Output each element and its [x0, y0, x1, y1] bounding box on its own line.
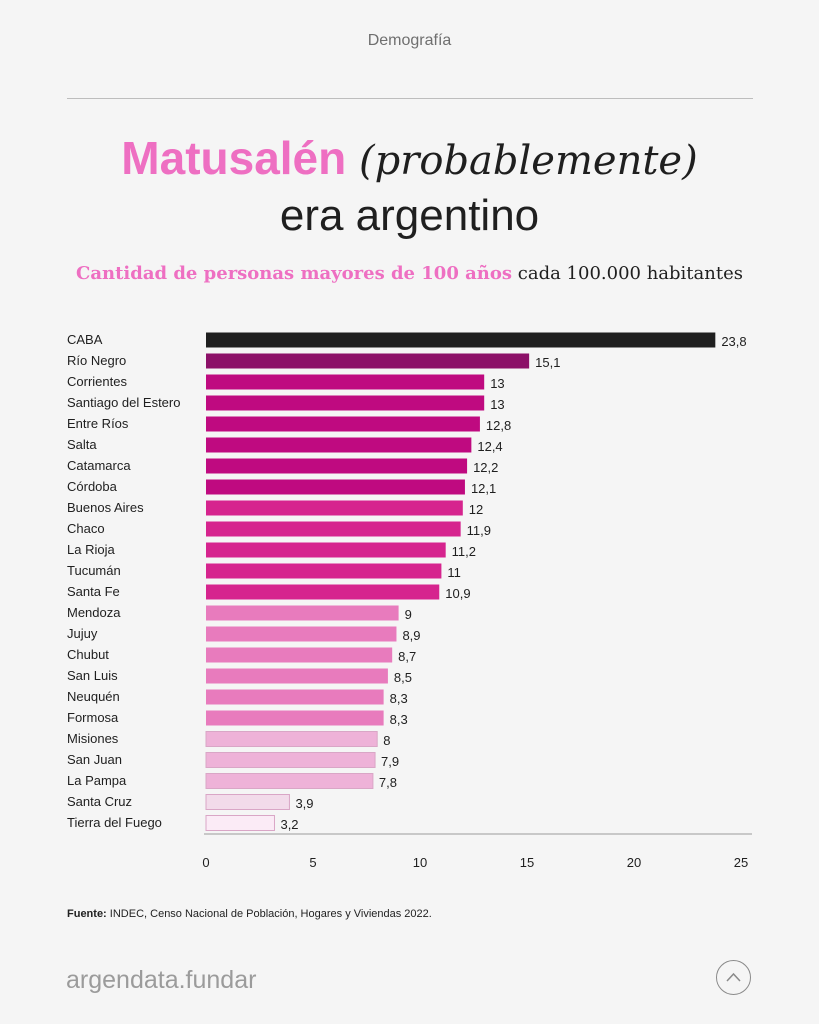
value-label: 8,7: [398, 649, 416, 664]
value-label: 13: [490, 397, 504, 412]
value-label: 3,2: [280, 817, 298, 832]
chart-title: Matusalén (probablemente): [0, 130, 819, 189]
bar: [206, 521, 461, 537]
value-label: 12,4: [477, 439, 502, 454]
category-label: Córdoba: [67, 479, 118, 494]
category-label: San Juan: [67, 752, 122, 767]
value-label: 9: [405, 607, 412, 622]
value-label: 8,5: [394, 670, 412, 685]
x-tick-label: 0: [202, 855, 209, 870]
bar: [205, 731, 378, 747]
bar: [206, 542, 446, 558]
category-label: Neuquén: [67, 689, 120, 704]
bar: [206, 437, 472, 453]
value-label: 12,8: [486, 418, 511, 433]
bar: [206, 689, 384, 705]
value-label: 8: [383, 733, 390, 748]
section-label: Demografía: [367, 32, 452, 49]
value-label: 3,9: [295, 796, 313, 811]
bar: [205, 815, 275, 831]
category-label: Salta: [67, 437, 97, 452]
title-italic: (probablemente): [359, 138, 698, 184]
source-note: Fuente: INDEC, Censo Nacional de Poblaci…: [67, 908, 432, 920]
value-label: 12,2: [473, 460, 498, 475]
bar: [206, 500, 463, 516]
value-label: 8,3: [390, 712, 408, 727]
x-tick-label: 5: [309, 855, 316, 870]
chevron-up-icon: [726, 972, 741, 982]
value-label: 12,1: [471, 481, 496, 496]
bar: [206, 353, 530, 369]
source-text: INDEC, Censo Nacional de Población, Hoga…: [106, 908, 432, 920]
category-label: Catamarca: [67, 458, 131, 473]
value-label: 13: [490, 376, 504, 391]
chart-subtitle: Cantidad de personas mayores de 100 años…: [0, 263, 819, 284]
bar: [205, 794, 290, 810]
bar: [206, 563, 442, 579]
bar: [206, 416, 480, 432]
subtitle-highlight: Cantidad de personas mayores de 100 años: [76, 263, 513, 284]
bar: [206, 332, 716, 348]
category-label: Misiones: [67, 731, 119, 746]
category-label: Formosa: [67, 710, 119, 725]
bar: [206, 458, 468, 474]
source-label: Fuente:: [67, 908, 107, 920]
category-label: San Luis: [67, 668, 118, 683]
category-label: Corrientes: [67, 374, 127, 389]
category-label: La Rioja: [67, 542, 115, 557]
value-label: 8,3: [390, 691, 408, 706]
value-label: 23,8: [721, 334, 746, 349]
category-label: Santiago del Estero: [67, 395, 180, 410]
title-highlight: Matusalén: [121, 132, 347, 184]
subtitle-rest: cada 100.000 habitantes: [517, 263, 743, 284]
brand-logo: argendata.fundar: [66, 966, 257, 994]
category-label: Jujuy: [67, 626, 98, 641]
category-label: Tierra del Fuego: [67, 815, 162, 830]
header-divider: [67, 98, 753, 99]
category-label: Santa Cruz: [67, 794, 132, 809]
bar: [206, 479, 465, 495]
value-label: 11,2: [452, 544, 476, 559]
value-label: 11,9: [467, 523, 491, 538]
category-label: La Pampa: [67, 773, 127, 788]
value-label: 10,9: [445, 586, 470, 601]
bar-chart: CABA 23,8 Río Negro 15,1 Corrientes 13 Santiag…: [67, 332, 752, 870]
category-label: Entre Ríos: [67, 416, 129, 431]
value-label: 12: [469, 502, 483, 517]
category-label: Tucumán: [67, 563, 121, 578]
value-label: 7,9: [381, 754, 399, 769]
value-label: 15,1: [535, 355, 560, 370]
category-label: CABA: [67, 332, 103, 347]
bar: [206, 668, 388, 684]
bar: [206, 374, 485, 390]
chart-title-line2: era argentino: [279, 191, 540, 240]
category-label: Río Negro: [67, 353, 126, 368]
bar: [206, 584, 440, 600]
value-label: 7,8: [379, 775, 397, 790]
x-tick-label: 10: [413, 855, 427, 870]
x-tick-label: 15: [520, 855, 534, 870]
scroll-top-button[interactable]: [716, 960, 751, 995]
x-tick-label: 25: [734, 855, 748, 870]
category-label: Santa Fe: [67, 584, 120, 599]
bar: [205, 752, 376, 768]
value-label: 8,9: [402, 628, 420, 643]
x-tick-label: 20: [627, 855, 641, 870]
bar: [206, 647, 393, 663]
bar: [206, 710, 384, 726]
bar: [206, 395, 485, 411]
value-label: 11: [447, 565, 461, 580]
category-label: Chubut: [67, 647, 109, 662]
bar: [205, 773, 374, 789]
category-label: Mendoza: [67, 605, 121, 620]
bar: [206, 605, 399, 621]
category-label: Chaco: [67, 521, 105, 536]
category-label: Buenos Aires: [67, 500, 144, 515]
bar: [206, 626, 397, 642]
